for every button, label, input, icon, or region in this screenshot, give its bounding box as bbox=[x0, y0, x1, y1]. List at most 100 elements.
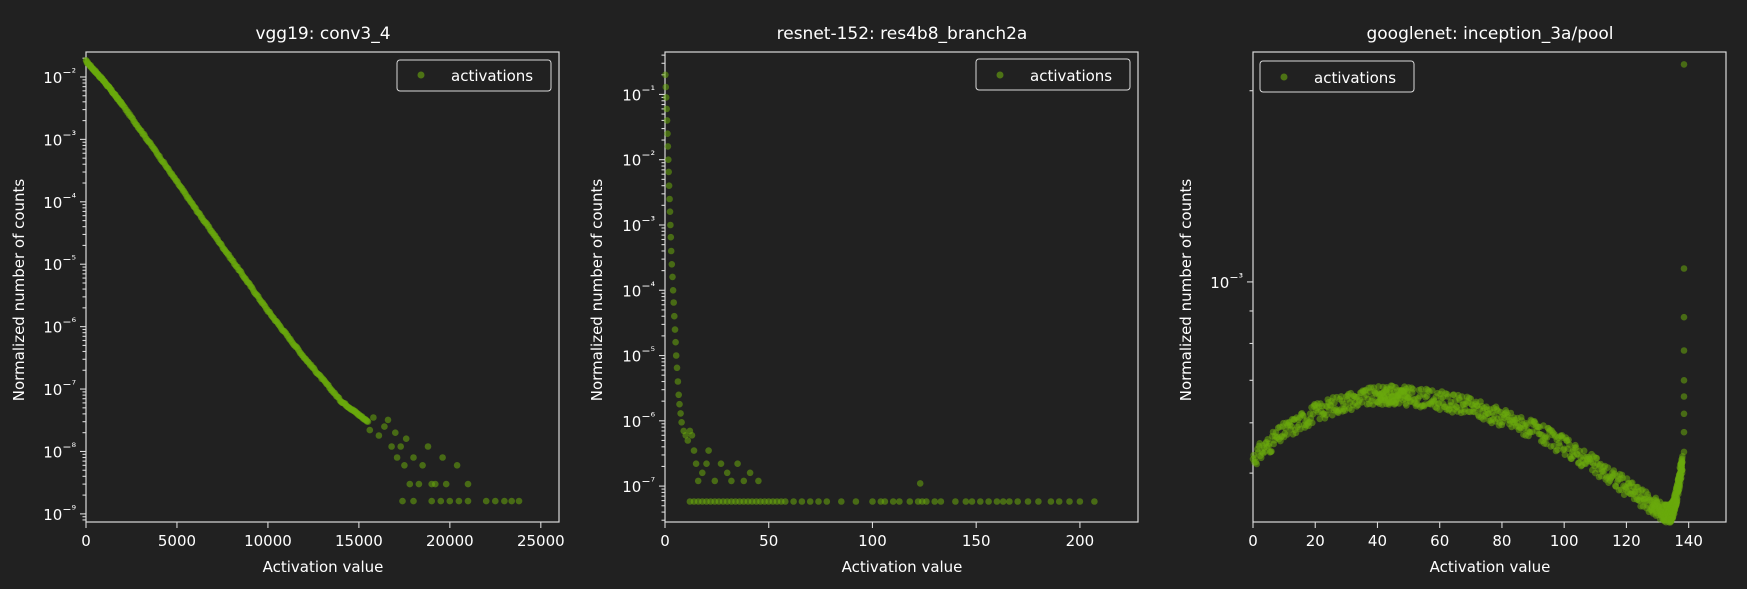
data-point bbox=[746, 469, 754, 477]
data-point bbox=[665, 182, 673, 189]
x-tick-label: 150 bbox=[962, 532, 991, 550]
data-point bbox=[790, 498, 797, 505]
data-point bbox=[931, 498, 938, 505]
data-point bbox=[669, 273, 676, 281]
data-point bbox=[674, 378, 682, 385]
data-point bbox=[1076, 498, 1084, 505]
y-tick-label: 10−³ bbox=[43, 128, 76, 149]
data-point bbox=[705, 447, 712, 454]
x-tick-label: 100 bbox=[1550, 532, 1579, 550]
data-point bbox=[666, 195, 673, 203]
data-point bbox=[432, 480, 439, 488]
data-point bbox=[1680, 265, 1688, 272]
y-tick-label: 10−⁷ bbox=[622, 475, 655, 496]
data-point bbox=[734, 460, 741, 468]
data-point bbox=[1677, 474, 1685, 482]
legend-marker bbox=[996, 71, 1004, 79]
data-point bbox=[782, 498, 789, 505]
x-tick-label: 25000 bbox=[517, 532, 565, 550]
subplot-title: googlenet: inception_3a/pool bbox=[1366, 24, 1613, 44]
data-point bbox=[699, 469, 706, 477]
data-point bbox=[1283, 431, 1291, 438]
plot-area: 0 50 100 150 200 10−¹ 10−² 10−³ 10−⁴ 10−⁵ 10−⁶ 10−⁷ bbox=[622, 51, 1139, 550]
y-tick-label: 10−³ bbox=[1210, 271, 1243, 292]
y-tick-label: 10−⁴ bbox=[622, 279, 655, 300]
data-point bbox=[1680, 61, 1688, 68]
data-point bbox=[1467, 395, 1475, 403]
data-point bbox=[728, 477, 735, 485]
data-point bbox=[508, 497, 515, 505]
x-tick-label: 10000 bbox=[244, 532, 292, 550]
data-point bbox=[664, 143, 672, 150]
legend-box bbox=[396, 59, 552, 92]
data-point bbox=[1409, 385, 1417, 393]
data-point bbox=[675, 391, 682, 399]
data-point bbox=[916, 480, 924, 487]
data-point bbox=[694, 477, 702, 485]
data-point bbox=[455, 497, 463, 505]
x-tick-label: 5000 bbox=[158, 532, 196, 550]
x-tick-label: 60 bbox=[1430, 532, 1449, 550]
data-point bbox=[662, 94, 670, 101]
data-point bbox=[881, 498, 889, 505]
data-point bbox=[662, 83, 670, 91]
legend: activations bbox=[975, 58, 1131, 91]
x-tick-label: 50 bbox=[759, 532, 778, 550]
y-tick-label: 10−² bbox=[43, 66, 76, 87]
data-point bbox=[392, 429, 399, 437]
data-point bbox=[1055, 498, 1063, 505]
data-point bbox=[446, 497, 454, 505]
x-tick-label: 120 bbox=[1612, 532, 1641, 550]
data-point bbox=[1358, 399, 1366, 406]
data-point bbox=[515, 497, 523, 505]
y-axis-label: Normalized number of counts bbox=[10, 179, 28, 402]
x-tick-label: 80 bbox=[1492, 532, 1511, 550]
data-point bbox=[1323, 411, 1330, 419]
data-point bbox=[1673, 495, 1681, 503]
y-tick-label: 10−⁵ bbox=[622, 345, 655, 366]
data-point bbox=[1444, 393, 1452, 400]
x-tick-label: 140 bbox=[1674, 532, 1703, 550]
data-point bbox=[384, 416, 392, 424]
data-point bbox=[1680, 313, 1688, 321]
y-tick-label: 10−⁵ bbox=[43, 253, 76, 274]
data-point bbox=[662, 71, 669, 79]
data-point bbox=[370, 414, 377, 421]
data-point bbox=[667, 247, 675, 255]
y-tick-label: 10−⁸ bbox=[43, 440, 76, 461]
data-point bbox=[1014, 498, 1021, 505]
data-point bbox=[1523, 421, 1531, 429]
x-tick-label: 15000 bbox=[335, 532, 383, 550]
data-point bbox=[464, 497, 472, 505]
data-point bbox=[999, 498, 1007, 505]
data-point bbox=[410, 497, 417, 505]
legend-box bbox=[1259, 60, 1415, 93]
data-point bbox=[428, 497, 436, 505]
data-point bbox=[666, 208, 674, 215]
data-point bbox=[889, 498, 897, 505]
data-point bbox=[952, 498, 959, 505]
data-point bbox=[676, 400, 683, 408]
x-tick-label: 20 bbox=[1306, 532, 1325, 550]
data-point bbox=[923, 498, 930, 505]
data-point bbox=[688, 432, 696, 439]
data-point bbox=[397, 443, 405, 450]
data-point bbox=[740, 477, 748, 485]
data-point bbox=[672, 352, 680, 359]
data-point bbox=[492, 497, 499, 505]
data-point bbox=[1268, 448, 1275, 455]
data-point bbox=[1024, 498, 1032, 505]
data-point bbox=[985, 498, 992, 505]
legend-marker bbox=[417, 71, 425, 79]
data-point bbox=[968, 498, 976, 505]
y-tick-label: 10−⁶ bbox=[43, 316, 76, 337]
data-point bbox=[1253, 460, 1260, 468]
x-axis-label: Activation value bbox=[842, 558, 963, 576]
data-point bbox=[665, 156, 672, 163]
data-point bbox=[665, 168, 672, 176]
legend-label: activations bbox=[451, 67, 533, 85]
data-point bbox=[1680, 347, 1688, 354]
data-point bbox=[1309, 419, 1316, 427]
